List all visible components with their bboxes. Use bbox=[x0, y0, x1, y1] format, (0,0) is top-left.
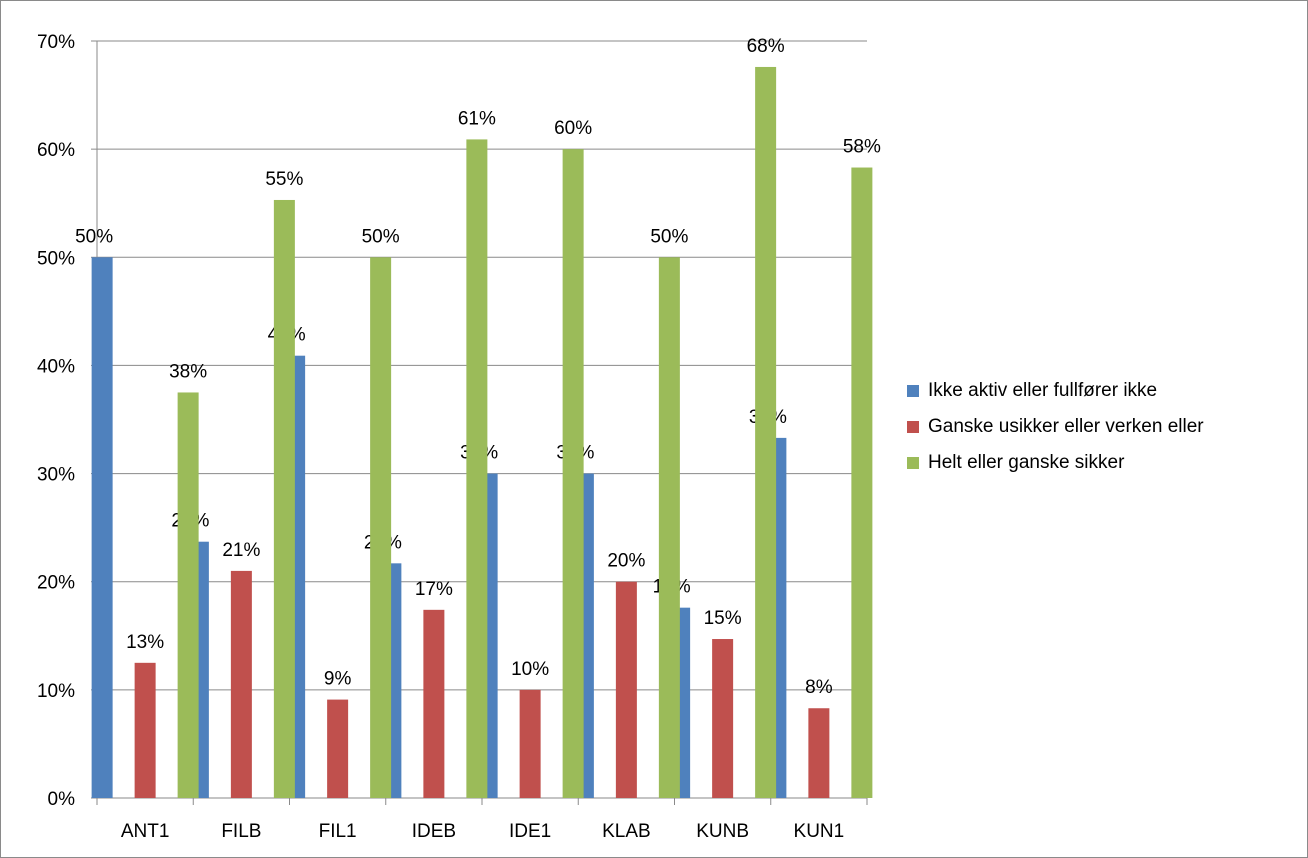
data-label: 50% bbox=[75, 226, 113, 247]
bar bbox=[658, 257, 680, 798]
x-tick-label: KLAB bbox=[602, 821, 651, 842]
bar bbox=[273, 199, 295, 799]
y-tick-label: 20% bbox=[37, 573, 75, 594]
x-tick-label: FILB bbox=[221, 821, 261, 842]
bar bbox=[177, 392, 199, 798]
bar bbox=[712, 639, 734, 798]
data-label: 17% bbox=[415, 579, 453, 600]
y-tick-label: 10% bbox=[37, 681, 75, 702]
legend-item-helt-sikker: Helt eller ganske sikker bbox=[907, 445, 1297, 481]
data-label: 15% bbox=[704, 608, 742, 629]
bar bbox=[370, 257, 392, 798]
data-label: 20% bbox=[607, 551, 645, 572]
bar bbox=[755, 66, 777, 798]
x-tick-label: KUNB bbox=[696, 821, 749, 842]
legend: Ikke aktiv eller fullfører ikke Ganske u… bbox=[907, 373, 1297, 481]
x-tick-label: IDE1 bbox=[509, 821, 551, 842]
data-label: 68% bbox=[747, 36, 785, 57]
legend-label-ikke-aktiv: Ikke aktiv eller fullfører ikke bbox=[928, 380, 1158, 401]
bar bbox=[466, 139, 488, 798]
data-label: 9% bbox=[324, 669, 352, 690]
data-label: 50% bbox=[650, 226, 688, 247]
x-tick-label: ANT1 bbox=[121, 821, 170, 842]
data-label: 10% bbox=[511, 659, 549, 680]
bar bbox=[230, 570, 252, 798]
bar bbox=[134, 662, 156, 798]
x-tick-label: FIL1 bbox=[319, 821, 357, 842]
data-label: 8% bbox=[805, 677, 833, 698]
data-label: 60% bbox=[554, 118, 592, 139]
data-label: 50% bbox=[362, 226, 400, 247]
data-label: 21% bbox=[222, 540, 260, 561]
bar bbox=[615, 581, 637, 798]
data-label: 58% bbox=[843, 137, 881, 158]
y-tick-label: 30% bbox=[37, 465, 75, 486]
legend-item-ganske-usikker: Ganske usikker eller verken eller bbox=[907, 409, 1297, 445]
x-tick-label: IDEB bbox=[412, 821, 456, 842]
data-label: 55% bbox=[265, 169, 303, 190]
bar bbox=[562, 149, 584, 799]
legend-swatch-ikke-aktiv bbox=[907, 385, 919, 397]
y-tick-label: 40% bbox=[37, 356, 75, 377]
legend-swatch-helt-sikker bbox=[907, 457, 919, 469]
bar bbox=[519, 689, 541, 798]
bar bbox=[327, 699, 349, 798]
legend-item-ikke-aktiv: Ikke aktiv eller fullfører ikke bbox=[907, 373, 1297, 409]
bar bbox=[91, 257, 113, 798]
legend-swatch-ganske-usikker bbox=[907, 421, 919, 433]
bar bbox=[808, 708, 830, 798]
y-tick-label: 70% bbox=[37, 32, 75, 53]
x-tick-label: KUN1 bbox=[794, 821, 845, 842]
bar bbox=[423, 609, 445, 798]
y-tick-label: 50% bbox=[37, 248, 75, 269]
y-tick-label: 60% bbox=[37, 140, 75, 161]
data-label: 38% bbox=[169, 361, 207, 382]
data-label: 13% bbox=[126, 632, 164, 653]
legend-label-helt-sikker: Helt eller ganske sikker bbox=[928, 452, 1125, 473]
y-tick-label: 0% bbox=[48, 789, 76, 810]
legend-label-ganske-usikker: Ganske usikker eller verken eller bbox=[928, 416, 1204, 437]
data-label: 61% bbox=[458, 108, 496, 129]
bar bbox=[851, 167, 873, 798]
